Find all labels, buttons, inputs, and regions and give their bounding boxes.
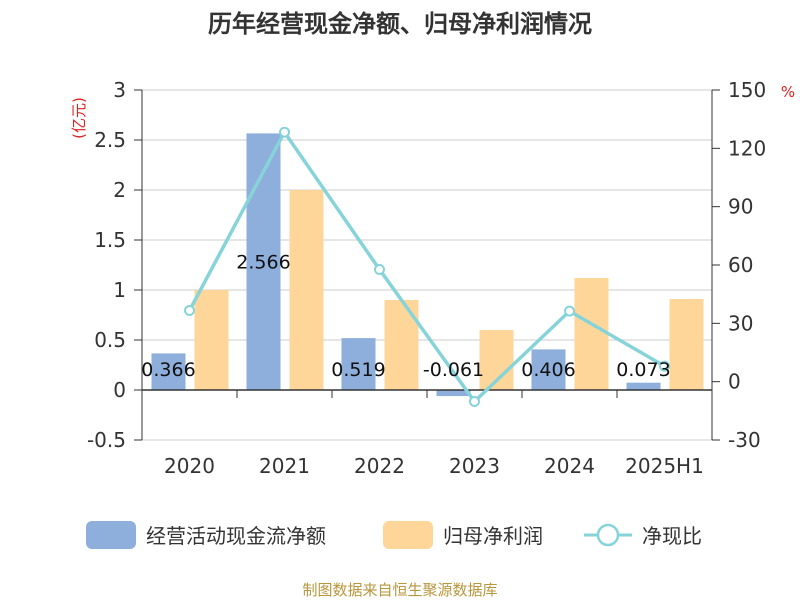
left-tick-label: 1 <box>113 278 126 302</box>
bar-profit <box>574 278 609 390</box>
left-axis-ticks: 3 2.5 2 1.5 1 0.5 0 -0.5 <box>87 78 142 452</box>
bar-cashflow <box>531 349 566 390</box>
legend-swatch-profit <box>383 521 433 549</box>
bar-profit <box>384 300 419 390</box>
legend-swatch-cashflow <box>86 521 136 549</box>
bar-profit <box>194 290 229 390</box>
category-label: 2021 <box>259 454 310 478</box>
right-tick-label: -30 <box>728 428 761 452</box>
data-label-cashflow: 0.406 <box>521 359 575 381</box>
ratio-point <box>184 305 195 316</box>
category-label: 2020 <box>164 454 215 478</box>
category-labels: 2020 2021 2022 2023 2024 2025H1 <box>164 454 704 478</box>
source-note: 制图数据来自恒生聚源数据库 <box>302 581 497 599</box>
right-tick-label: 30 <box>728 311 753 335</box>
right-tick-label: 90 <box>728 195 753 219</box>
bar-cashflow <box>436 390 471 397</box>
right-tick-label: 60 <box>728 253 753 277</box>
ratio-point <box>659 360 670 372</box>
category-label: 2022 <box>354 454 405 478</box>
axes <box>141 90 713 440</box>
right-tick-label: 150 <box>728 78 766 102</box>
right-tick-label: 120 <box>728 136 766 160</box>
ratio-point <box>279 126 290 138</box>
legend-label-cashflow: 经营活动现金流净额 <box>146 524 326 548</box>
ratio-line-path <box>187 130 666 404</box>
ratio-point <box>374 263 385 275</box>
left-tick-label: 0 <box>113 378 126 402</box>
ratio-line <box>184 126 670 407</box>
bars <box>151 133 704 397</box>
bar-profit <box>289 190 324 390</box>
right-tick-label: 0 <box>728 370 741 394</box>
left-tick-label: 0.5 <box>94 328 126 352</box>
ratio-point <box>469 396 480 407</box>
left-tick-label: 2 <box>113 178 126 202</box>
left-tick-label: 3 <box>113 78 126 102</box>
category-label: 2025H1 <box>625 454 704 478</box>
right-axis-unit: % <box>781 83 795 101</box>
bar-profit <box>669 299 704 390</box>
left-tick-label: 2.5 <box>94 128 126 152</box>
legend-marker-ratio <box>596 523 620 547</box>
category-label: 2024 <box>544 454 595 478</box>
left-tick-label: -0.5 <box>87 428 126 452</box>
left-axis-unit: (亿元) <box>70 97 88 139</box>
legend-label-ratio: 净现比 <box>642 524 702 548</box>
data-labels: 0.366 2.566 0.519 -0.061 0.406 0.073 <box>141 252 670 381</box>
left-tick-label: 1.5 <box>94 228 126 252</box>
bar-cashflow <box>151 353 186 390</box>
right-axis-ticks: 150 120 90 60 30 0 -30 <box>712 78 766 452</box>
chart-title: 历年经营现金净额、归母净利润情况 <box>208 10 592 38</box>
legend: 经营活动现金流净额 归母净利润 净现比 <box>86 521 702 549</box>
bar-cashflow <box>246 133 281 390</box>
ratio-point <box>564 305 575 317</box>
data-label-cashflow: 0.073 <box>616 359 670 381</box>
bar-cashflow <box>341 338 376 390</box>
data-label-cashflow: 0.366 <box>141 359 195 381</box>
data-label-cashflow: 0.519 <box>331 359 385 381</box>
legend-label-profit: 归母净利润 <box>443 524 543 548</box>
bar-cashflow <box>626 382 661 390</box>
data-label-cashflow: -0.061 <box>423 359 484 381</box>
data-label-cashflow: 2.566 <box>236 252 290 274</box>
category-label: 2023 <box>449 454 500 478</box>
